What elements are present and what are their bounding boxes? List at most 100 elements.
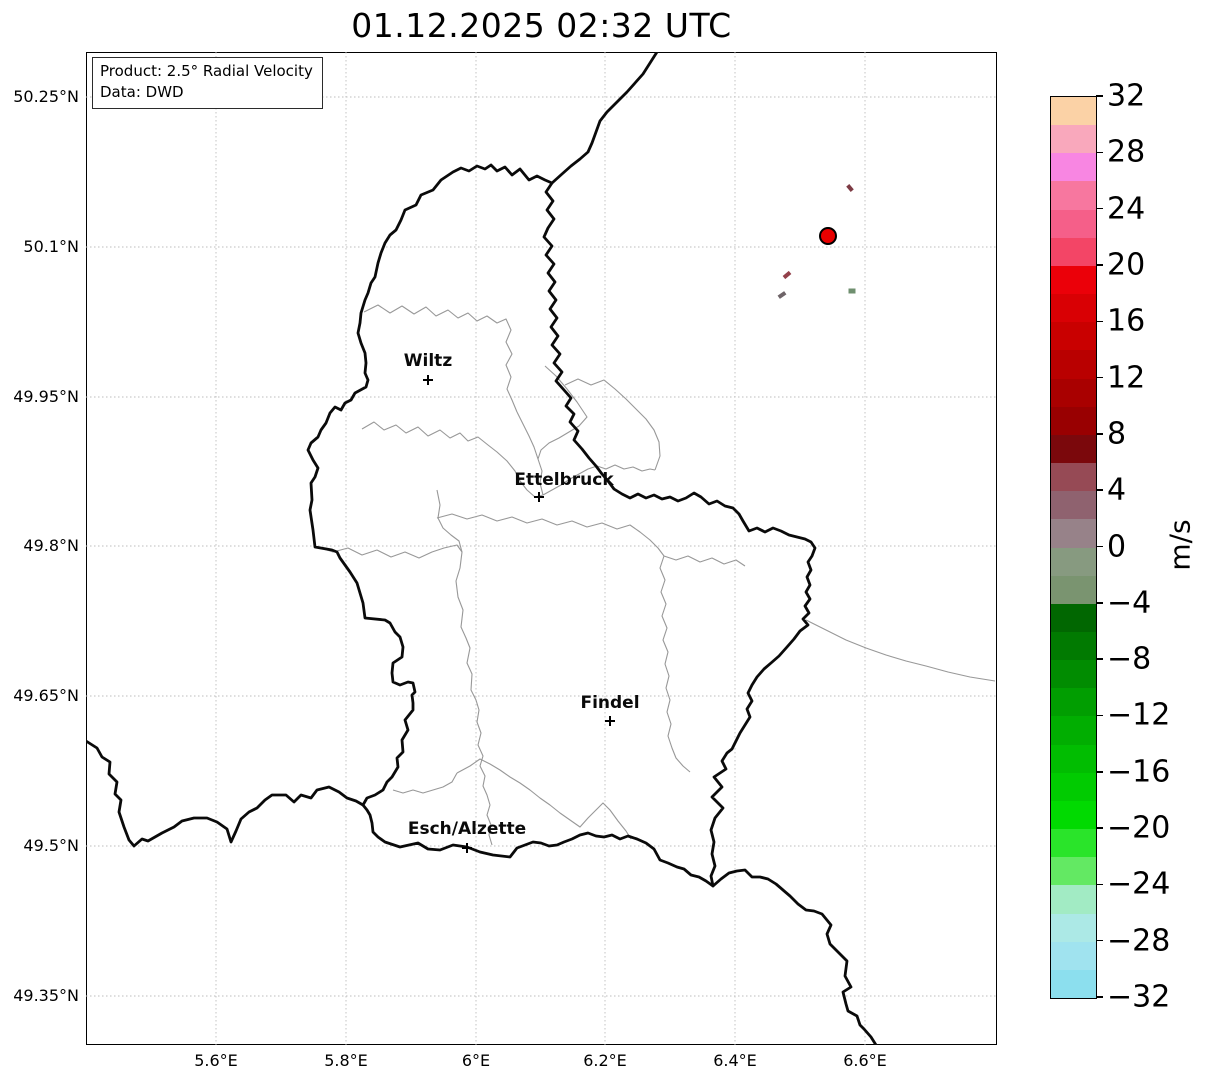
colorbar-segment-10 xyxy=(1051,378,1096,407)
x-tick-label-4: 6.4°E xyxy=(713,1051,757,1070)
colorbar-segment-23 xyxy=(1051,744,1096,773)
colorbar-tick-mark-4 xyxy=(1096,320,1103,322)
country-borders xyxy=(86,52,878,1045)
x-tick-label-5: 6.6°E xyxy=(843,1051,887,1070)
colorbar-segment-3 xyxy=(1051,181,1096,210)
colorbar-tick-mark-6 xyxy=(1096,433,1103,435)
country-border-belgium-france xyxy=(86,739,365,848)
colorbar-segment-16 xyxy=(1051,547,1096,576)
colorbar-tick-mark-15 xyxy=(1096,939,1103,942)
colorbar-tick-label-9: −4 xyxy=(1107,585,1152,621)
colorbar-tick-label-16: −32 xyxy=(1107,979,1171,1015)
colorbar-segment-30 xyxy=(1051,941,1096,970)
colorbar-tick-label-15: −28 xyxy=(1107,923,1171,959)
colorbar-tick-label-5: 12 xyxy=(1107,360,1146,396)
city-marker-icon xyxy=(462,843,472,853)
y-tick-label-0: 50.25°N xyxy=(13,87,79,107)
country-border-luxembourg xyxy=(306,163,817,888)
colorbar-segment-17 xyxy=(1051,575,1096,604)
colorbar-tick-label-3: 20 xyxy=(1107,247,1146,283)
y-tick-label-5: 49.5°N xyxy=(23,836,79,856)
city-marker-icon xyxy=(423,375,433,385)
y-tick-label-2: 49.95°N xyxy=(13,387,79,407)
radar-site-marker xyxy=(819,227,837,245)
colorbar-tick-mark-0 xyxy=(1096,95,1103,97)
colorbar-tick-label-11: −12 xyxy=(1107,697,1171,733)
colorbar-tick-mark-2 xyxy=(1096,207,1103,210)
plot-frame xyxy=(86,52,997,1045)
colorbar-tick-label-12: −16 xyxy=(1107,754,1171,790)
x-tick-label-3: 6.2°E xyxy=(583,1051,627,1070)
colorbar-tick-label-4: 16 xyxy=(1107,303,1146,339)
colorbar-segment-26 xyxy=(1051,829,1096,858)
colorbar-segment-29 xyxy=(1051,913,1096,942)
colorbar-tick-mark-11 xyxy=(1096,714,1103,717)
colorbar-tick-mark-5 xyxy=(1096,376,1103,379)
colorbar-tick-mark-8 xyxy=(1096,545,1103,548)
colorbar-segment-24 xyxy=(1051,772,1096,801)
x-tick-label-1: 5.8°E xyxy=(324,1051,368,1070)
colorbar-segment-1 xyxy=(1051,125,1096,154)
colorbar-segment-27 xyxy=(1051,857,1096,886)
city-marker-icon xyxy=(605,716,615,726)
x-tick-label-0: 5.6°E xyxy=(194,1051,238,1070)
colorbar-tick-mark-14 xyxy=(1096,883,1103,886)
colorbar-segment-5 xyxy=(1051,237,1096,266)
colorbar-tick-mark-16 xyxy=(1096,996,1103,998)
colorbar-segment-28 xyxy=(1051,885,1096,914)
colorbar-segment-9 xyxy=(1051,350,1096,379)
colorbar-segment-12 xyxy=(1051,434,1096,464)
city-label-wiltz: Wiltz xyxy=(403,351,453,371)
colorbar-segment-21 xyxy=(1051,688,1096,717)
colorbar xyxy=(1050,96,1097,999)
product-info-line: Product: 2.5° Radial Velocity xyxy=(100,62,313,80)
y-tick-label-6: 49.35°N xyxy=(13,986,79,1006)
colorbar-tick-label-6: 8 xyxy=(1107,416,1127,452)
colorbar-tick-mark-3 xyxy=(1096,264,1103,266)
data-source-line: Data: DWD xyxy=(100,83,184,101)
colorbar-segment-19 xyxy=(1051,631,1096,661)
country-border-germany-belgium xyxy=(550,52,659,185)
colorbar-segment-13 xyxy=(1051,463,1096,492)
figure-title: 01.12.2025 02:32 UTC xyxy=(351,6,732,45)
colorbar-tick-label-13: −20 xyxy=(1107,810,1171,846)
colorbar-segment-8 xyxy=(1051,322,1096,351)
colorbar-tick-label-8: 0 xyxy=(1107,529,1127,564)
city-label-ettelbruck: Ettelbruck xyxy=(514,470,614,490)
colorbar-segment-6 xyxy=(1051,265,1096,295)
colorbar-segment-0 xyxy=(1051,97,1096,126)
y-tick-label-3: 49.8°N xyxy=(23,536,79,556)
colorbar-tick-label-10: −8 xyxy=(1107,641,1152,677)
colorbar-segment-20 xyxy=(1051,660,1096,689)
colorbar-tick-mark-13 xyxy=(1096,827,1103,829)
y-tick-label-1: 50.1°N xyxy=(23,237,79,257)
colorbar-tick-label-1: 28 xyxy=(1107,134,1146,170)
country-border-moselle xyxy=(711,868,878,1045)
colorbar-segment-31 xyxy=(1051,969,1096,998)
radar-echo-pixel-3 xyxy=(848,288,856,294)
colorbar-tick-mark-12 xyxy=(1096,771,1103,773)
colorbar-tick-mark-9 xyxy=(1096,602,1103,604)
y-tick-label-4: 49.65°N xyxy=(13,686,79,706)
colorbar-segment-7 xyxy=(1051,294,1096,323)
colorbar-segment-25 xyxy=(1051,800,1096,830)
colorbar-tick-mark-10 xyxy=(1096,658,1103,660)
colorbar-segment-18 xyxy=(1051,603,1096,632)
colorbar-tick-mark-1 xyxy=(1096,151,1103,154)
colorbar-tick-label-14: −24 xyxy=(1107,866,1171,902)
graticule-gridlines xyxy=(86,52,997,1045)
colorbar-segment-15 xyxy=(1051,519,1096,548)
colorbar-tick-label-0: 32 xyxy=(1107,78,1146,114)
x-tick-label-2: 6°E xyxy=(461,1051,491,1070)
city-label-findel: Findel xyxy=(580,693,640,713)
colorbar-tick-label-7: 4 xyxy=(1107,472,1127,508)
city-marker-icon xyxy=(534,492,544,502)
colorbar-segment-2 xyxy=(1051,153,1096,182)
product-info-box: Product: 2.5° Radial Velocity Data: DWD xyxy=(92,57,323,109)
colorbar-unit-label: m/s xyxy=(1163,519,1197,571)
colorbar-segment-14 xyxy=(1051,491,1096,520)
colorbar-tick-label-2: 24 xyxy=(1107,191,1146,227)
colorbar-tick-mark-7 xyxy=(1096,489,1103,491)
district-borders xyxy=(317,304,996,846)
